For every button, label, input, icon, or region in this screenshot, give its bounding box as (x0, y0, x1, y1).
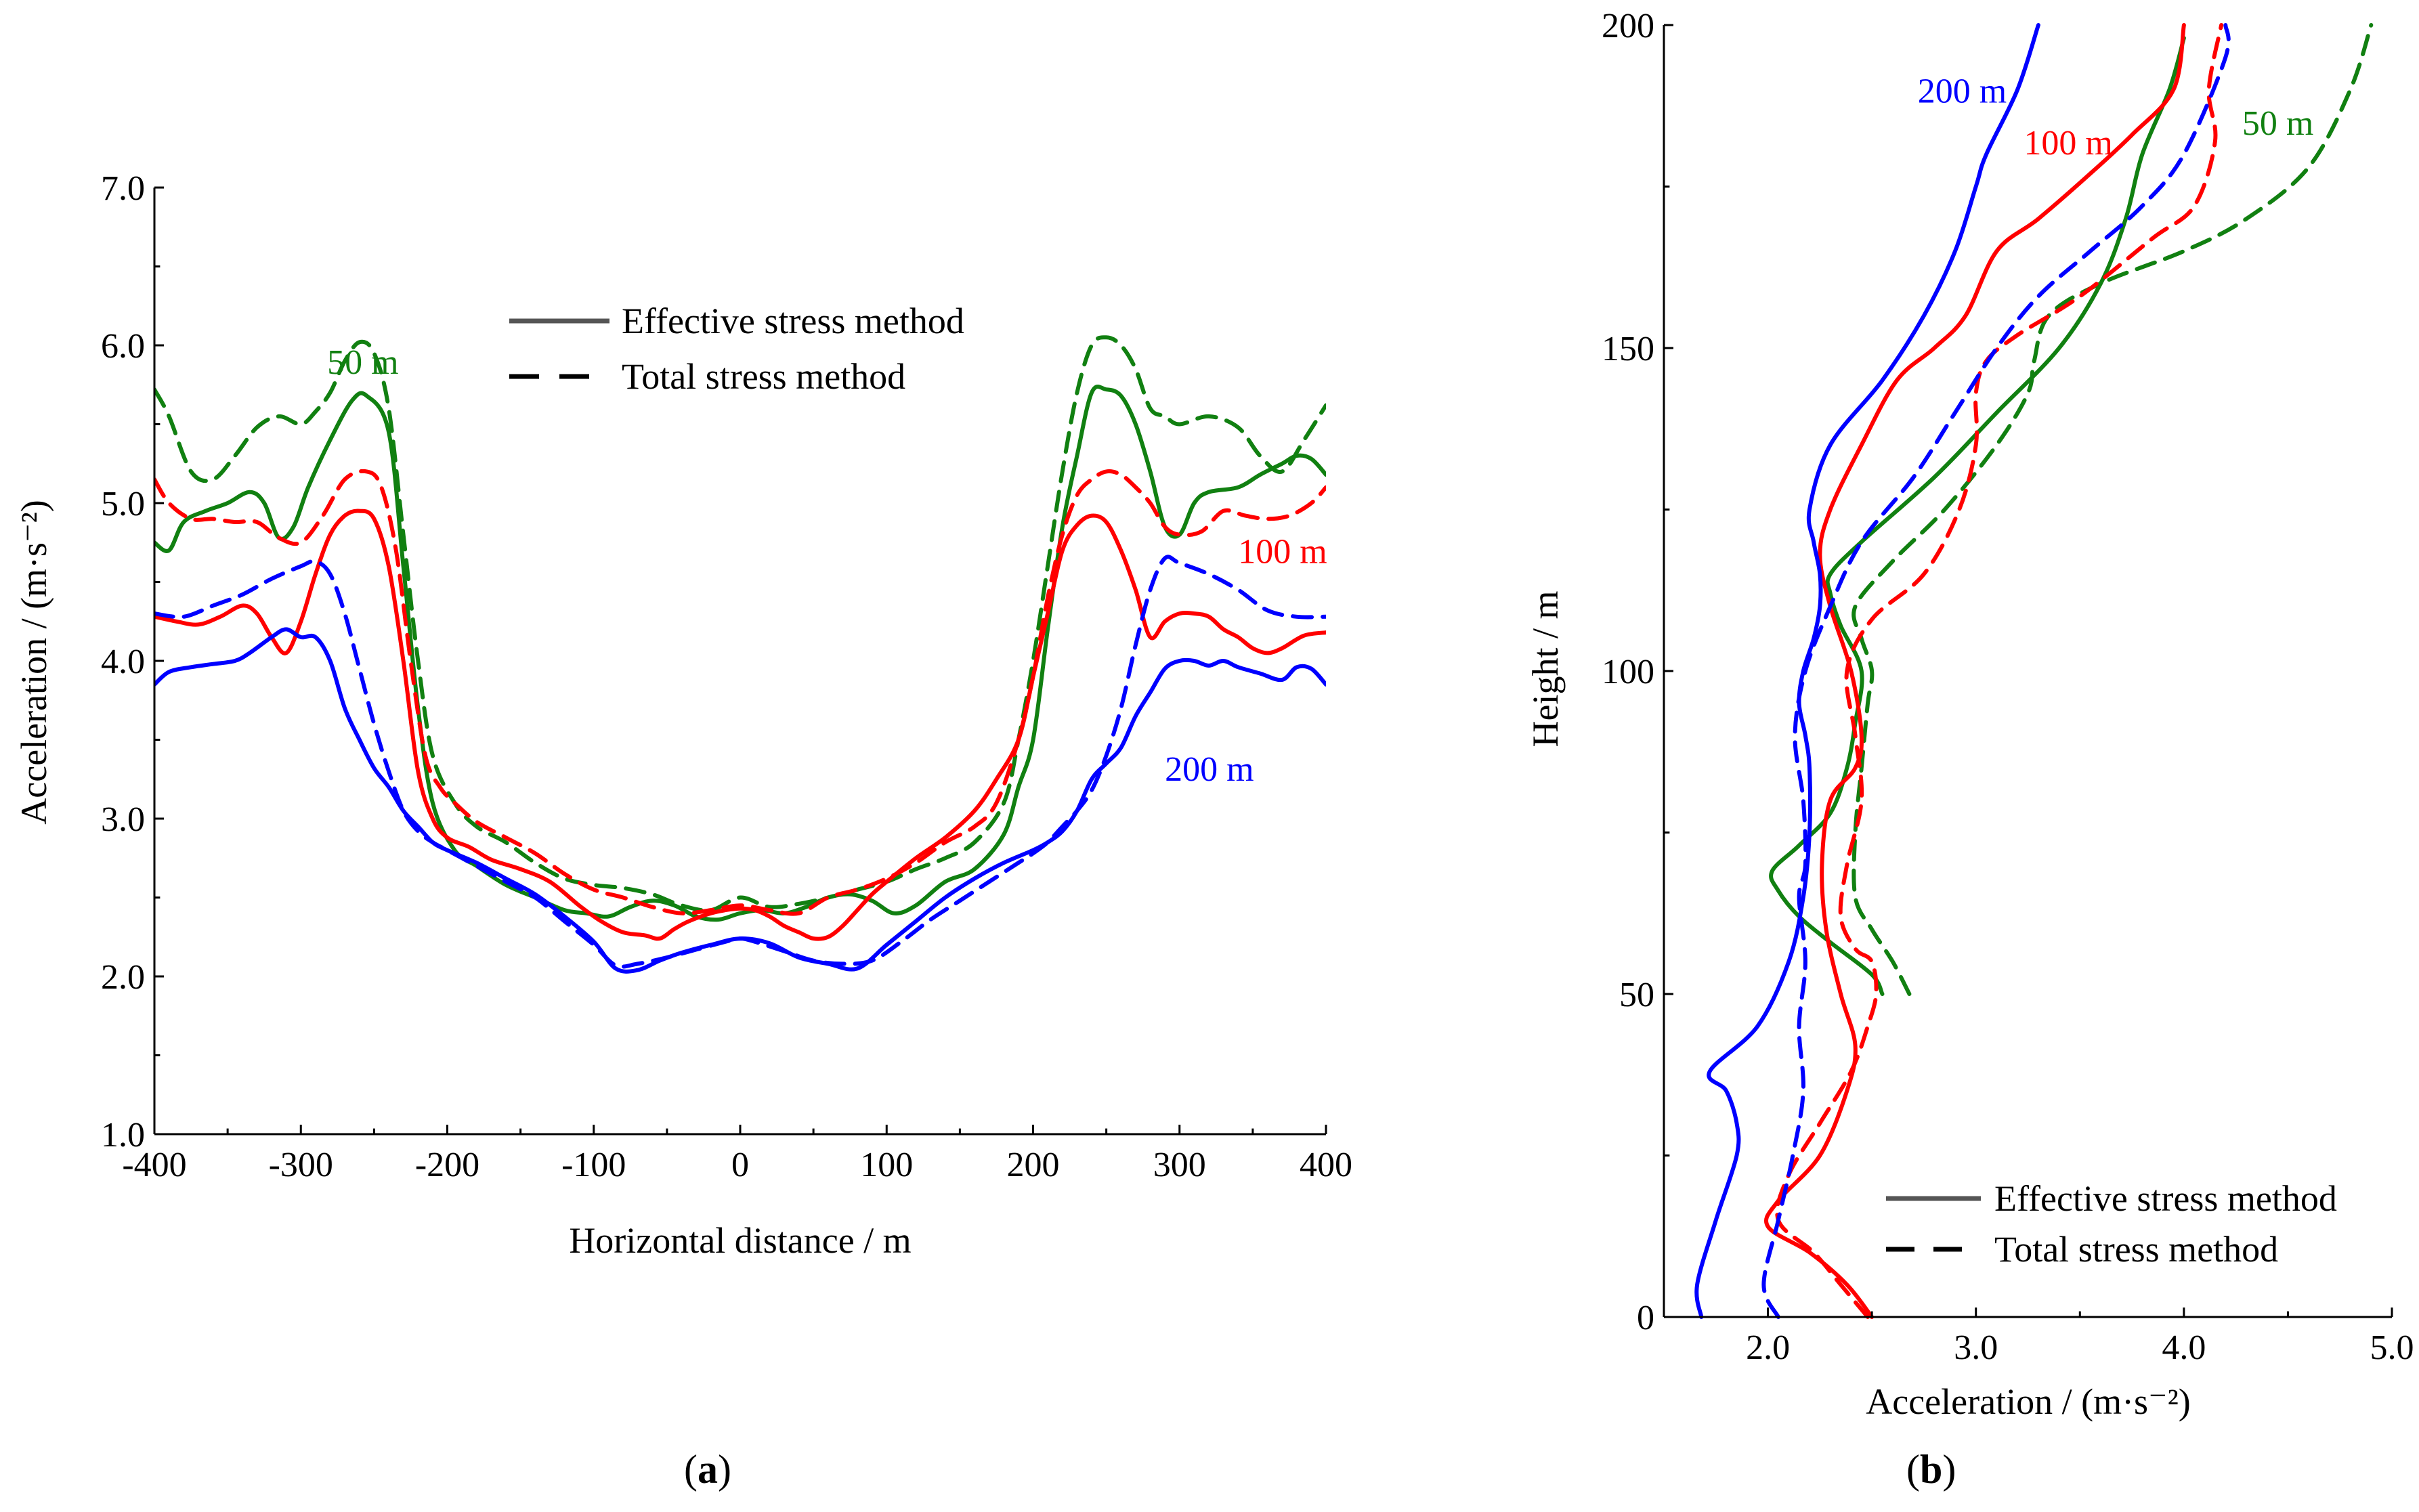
x-tick-label: -400 (122, 1146, 186, 1184)
series-a-50-m-total (154, 335, 1326, 913)
y-tick-label: 7.0 (101, 169, 145, 208)
x-tick-label: 400 (1300, 1146, 1352, 1184)
y-tick-label: 2.0 (101, 958, 145, 997)
y-tick-label: 50 (1619, 976, 1654, 1014)
legend-total-label-b: Total stress method (1994, 1229, 2278, 1270)
chart-a-ylabel: Acceleration / (m·s⁻²) (14, 500, 54, 825)
y-tick-label: 100 (1602, 653, 1654, 691)
series-a-200-m-total (154, 555, 1326, 969)
series-b-100-m-effective (1763, 23, 2186, 1319)
series-annotation: 100 m (2024, 124, 2112, 163)
legend-effective-label: Effective stress method (622, 301, 964, 341)
y-tick-label: 150 (1602, 330, 1654, 368)
series-b-100-m-total (1775, 23, 2224, 1319)
y-tick-label: 0 (1637, 1299, 1654, 1337)
x-tick-label: 5.0 (2370, 1329, 2414, 1367)
y-tick-label: 4.0 (101, 643, 145, 681)
y-tick-label: 3.0 (101, 800, 145, 839)
chart-b-ylabel: Height / m (1525, 591, 1566, 748)
chart-a-legend: Effective stress method Total stress met… (509, 301, 964, 397)
series-b-200-m-total (1761, 23, 2231, 1319)
chart-a-xlabel: Horizontal distance / m (569, 1220, 911, 1261)
chart-a-axes: -400 -300 -200 -100 0 100 200 300 400 1.0 2.0 3.0 4.… (101, 169, 1352, 1184)
series-annotation: 100 m (1238, 533, 1327, 571)
x-tick-label: 300 (1153, 1146, 1206, 1184)
chart-b-series-layer (1694, 23, 2374, 1319)
series-b-200-m-effective (1694, 23, 2040, 1319)
series-annotation: 200 m (1918, 72, 2007, 110)
x-tick-label: 0 (731, 1146, 749, 1184)
series-annotation: 50 m (327, 343, 398, 382)
series-annotation: 200 m (1165, 750, 1254, 789)
x-tick-label: 2.0 (1746, 1329, 1790, 1367)
y-tick-label: 6.0 (101, 327, 145, 366)
chart-b: 2.0 3.0 4.0 5.0 0 50 100 150 200 200 m 100 m 50 m E… (1525, 7, 2414, 1492)
x-tick-label: -300 (269, 1146, 333, 1184)
x-tick-label: -200 (415, 1146, 479, 1184)
y-tick-label: 1.0 (101, 1116, 145, 1154)
chart-a: -400 -300 -200 -100 0 100 200 300 400 1.0 2.0 3.0 4.… (14, 169, 1352, 1492)
series-annotation: 50 m (2242, 104, 2313, 143)
series-a-100-m-total (154, 469, 1326, 916)
y-tick-label: 200 (1602, 7, 1654, 45)
chart-a-series-layer (154, 335, 1326, 974)
legend-effective-label-b: Effective stress method (1994, 1178, 2337, 1219)
chart-b-xlabel: Acceleration / (m·s⁻²) (1866, 1381, 2191, 1422)
x-tick-label: 4.0 (2162, 1329, 2206, 1367)
y-tick-label: 5.0 (101, 485, 145, 523)
series-a-100-m-effective (154, 509, 1326, 941)
series-b-50-m-effective (1769, 36, 2186, 996)
x-tick-label: 3.0 (1954, 1329, 1998, 1367)
chart-b-axes: 2.0 3.0 4.0 5.0 0 50 100 150 200 200 m 100 m 50 m (1602, 7, 2414, 1367)
chart-b-legend: Effective stress method Total stress met… (1886, 1178, 2337, 1270)
panel-label-a: (a) (684, 1447, 731, 1492)
panel-label-b: (b) (1906, 1447, 1956, 1492)
x-tick-label: -100 (561, 1146, 626, 1184)
x-tick-label: 100 (860, 1146, 913, 1184)
x-tick-label: 200 (1007, 1146, 1060, 1184)
legend-total-label: Total stress method (622, 356, 905, 397)
series-b-50-m-total (1851, 23, 2374, 996)
